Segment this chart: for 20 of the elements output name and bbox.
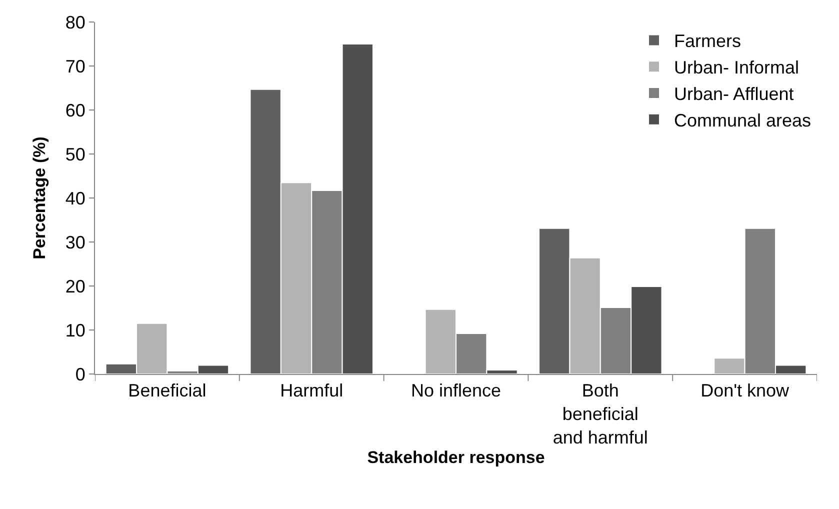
y-tick-label: 0 [75, 364, 86, 384]
y-tick-label: 80 [65, 12, 86, 32]
y-tick-label: 60 [65, 100, 86, 120]
y-tick-label: 70 [65, 56, 86, 76]
y-tick-label: 40 [65, 188, 86, 208]
x-tick-label: No inflence [410, 380, 502, 401]
y-tick-label: 10 [65, 320, 86, 340]
legend-label: Urban- Affluent [674, 84, 794, 104]
y-tick-label: 20 [65, 276, 86, 296]
y-tick-label: 50 [65, 144, 86, 164]
x-tick-label: Both beneficial and harmful [552, 380, 648, 448]
legend-label: Urban- Informal [674, 58, 800, 78]
legend-label: Farmers [674, 31, 741, 52]
legend-label: Communal areas [674, 110, 812, 130]
x-tick-label: Beneficial [128, 380, 206, 401]
x-tick-label: Harmful [280, 380, 344, 401]
y-tick-label: 30 [65, 232, 86, 252]
y-axis-title: Percentage (%) [30, 136, 49, 260]
x-tick-label: Don't know [700, 380, 790, 401]
x-axis-title: Stakeholder response [367, 448, 545, 467]
